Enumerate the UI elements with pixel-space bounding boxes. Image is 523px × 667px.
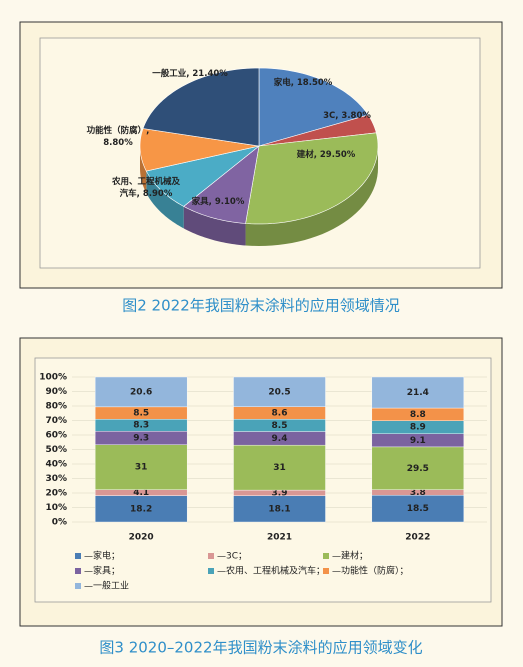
- legend-swatch: [75, 568, 81, 574]
- x-tick-label: 2022: [405, 533, 430, 543]
- legend-swatch: [208, 553, 214, 559]
- data-label: 20.5: [268, 387, 290, 397]
- legend-swatch: [75, 553, 81, 559]
- x-tick-label: 2021: [267, 533, 292, 543]
- data-label: 8.8: [410, 410, 426, 420]
- caption: 图2 2022年我国粉末涂料的应用领域情况: [122, 297, 400, 315]
- slice: [258, 114, 377, 147]
- bar-segment: [94, 444, 188, 490]
- slice: [258, 67, 369, 147]
- legend-label: —一般工业: [84, 580, 129, 592]
- legend-swatch: [75, 583, 81, 589]
- data-label: 家具, 9.10%: [191, 197, 245, 207]
- slice: [245, 132, 379, 225]
- data-label: 9.1: [410, 436, 426, 446]
- legend-label: —3C；: [217, 552, 247, 562]
- data-label: 3.8: [410, 488, 426, 498]
- slice: [142, 67, 260, 147]
- data-label: 21.4: [407, 388, 429, 398]
- y-tick-label: 30%: [45, 474, 67, 484]
- data-label: 8.3: [133, 421, 149, 431]
- bar-segment: [233, 376, 326, 407]
- slice: [145, 145, 260, 207]
- legend-label: —家电；: [84, 550, 120, 562]
- bar-segment: [94, 495, 188, 523]
- data-label: 8.6: [272, 408, 288, 418]
- y-tick-label: 70%: [45, 416, 67, 426]
- bar-segment: [371, 446, 465, 490]
- y-tick-label: 10%: [45, 503, 67, 513]
- bar-segment: [94, 376, 188, 408]
- legend-label: —家具；: [84, 565, 120, 577]
- bar-segment: [233, 495, 326, 523]
- slice-side: [146, 171, 184, 229]
- slice-side: [140, 146, 147, 194]
- slice-side: [183, 206, 246, 246]
- slice: [139, 128, 260, 172]
- data-label: 18.1: [268, 504, 290, 514]
- data-label: 31: [273, 463, 286, 473]
- x-tick-label: 2020: [129, 533, 154, 543]
- data-label: 9.3: [133, 433, 149, 443]
- legend-label: —建材；: [332, 550, 368, 562]
- data-label: 31: [135, 463, 148, 473]
- data-label: 3.9: [272, 488, 288, 498]
- data-label: 8.5: [133, 409, 149, 419]
- data-label: 29.5: [407, 464, 429, 474]
- data-label: 18.2: [130, 504, 152, 514]
- data-label: 18.5: [407, 504, 429, 514]
- y-tick-label: 60%: [45, 431, 67, 441]
- y-tick-label: 80%: [45, 402, 67, 412]
- data-label: 9.4: [272, 434, 288, 444]
- legend-swatch: [323, 553, 329, 559]
- data-label: 功能性（防腐）, 8.80%: [86, 126, 150, 148]
- data-label: 8.9: [410, 423, 426, 433]
- legend-swatch: [323, 568, 329, 574]
- y-tick-label: 90%: [45, 387, 67, 397]
- legend-label: —功能性（防腐）；: [332, 565, 409, 577]
- slice-side: [245, 146, 378, 246]
- y-tick-label: 50%: [45, 445, 67, 455]
- data-label: 建材, 29.50%: [296, 150, 356, 160]
- data-label: 一般工业, 21.40%: [152, 69, 228, 79]
- bar-segment: [371, 376, 465, 409]
- data-label: 4.1: [133, 488, 149, 498]
- data-label: 8.5: [272, 421, 288, 431]
- slice: [183, 145, 260, 224]
- y-tick-label: 100%: [39, 373, 67, 383]
- bar-segment: [233, 444, 326, 491]
- data-label: 20.6: [130, 387, 152, 397]
- data-label: 3C, 3.80%: [323, 111, 371, 121]
- y-tick-label: 0%: [52, 518, 67, 528]
- caption: 图3 2020–2022年我国粉末涂料的应用领域变化: [99, 639, 422, 657]
- bar-segment: [371, 494, 465, 523]
- data-label: 农用、工程机械及汽车, 8.90%: [111, 177, 180, 199]
- y-tick-label: 40%: [45, 460, 67, 470]
- data-label: 家电, 18.50%: [273, 78, 333, 88]
- y-tick-label: 20%: [45, 489, 67, 499]
- legend-label: —农用、工程机械及汽车；: [217, 565, 325, 577]
- legend-swatch: [208, 568, 214, 574]
